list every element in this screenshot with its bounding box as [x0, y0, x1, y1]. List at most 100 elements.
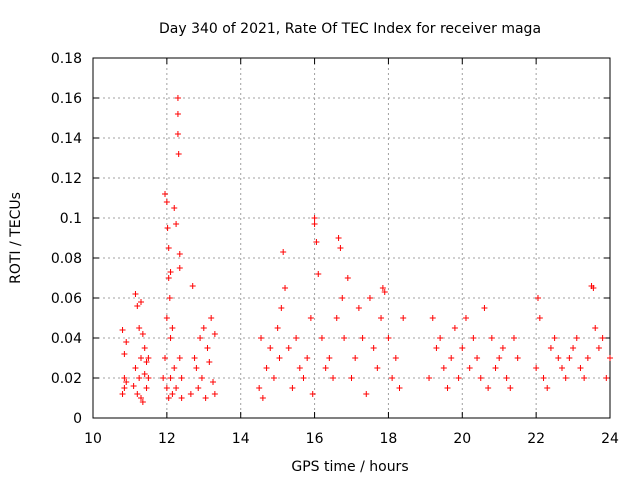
data-point	[581, 375, 588, 381]
data-point	[145, 355, 152, 361]
data-point	[171, 365, 178, 371]
data-point	[400, 315, 407, 321]
data-point	[167, 335, 174, 341]
data-point	[141, 345, 148, 351]
plot-frame	[92, 57, 611, 419]
data-point	[339, 295, 346, 301]
data-point	[459, 345, 466, 351]
data-point	[202, 395, 209, 401]
data-point	[160, 375, 167, 381]
data-point	[590, 285, 597, 291]
data-point	[293, 335, 300, 341]
data-point	[603, 375, 610, 381]
data-point	[165, 245, 172, 251]
data-point	[470, 335, 477, 341]
y-tick-label: 0.14	[51, 131, 82, 147]
data-point	[510, 335, 517, 341]
x-tick-label: 20	[453, 431, 471, 447]
data-point	[141, 371, 148, 377]
data-point	[123, 339, 130, 345]
data-point	[533, 365, 540, 371]
data-point	[348, 375, 355, 381]
data-point	[311, 215, 318, 221]
data-point	[544, 385, 551, 391]
data-point	[429, 315, 436, 321]
data-point	[485, 385, 492, 391]
x-tick-label: 24	[601, 431, 619, 447]
data-point	[392, 355, 399, 361]
data-point	[171, 205, 178, 211]
data-point	[189, 283, 196, 289]
data-point	[307, 315, 314, 321]
data-point	[379, 285, 386, 291]
data-point	[599, 335, 606, 341]
data-point	[462, 315, 469, 321]
data-point	[178, 375, 185, 381]
data-point	[173, 221, 180, 227]
data-point	[385, 335, 392, 341]
data-point	[335, 235, 342, 241]
data-point	[570, 345, 577, 351]
data-point	[206, 359, 213, 365]
y-tick-label: 0.04	[51, 331, 82, 347]
data-point	[551, 335, 558, 341]
data-point	[318, 335, 325, 341]
data-point	[162, 355, 169, 361]
data-point	[426, 375, 433, 381]
data-point	[330, 375, 337, 381]
x-axis: 10 12 14 16 18 20 22 24	[84, 58, 619, 447]
data-point	[536, 315, 543, 321]
data-point	[481, 305, 488, 311]
data-point	[211, 331, 218, 337]
data-point	[121, 351, 128, 357]
y-tick-label: 0.02	[51, 371, 82, 387]
data-point	[136, 325, 143, 331]
data-point	[300, 375, 307, 381]
data-point	[378, 315, 385, 321]
y-tick-label: 0.18	[51, 51, 82, 67]
data-point	[263, 365, 270, 371]
data-point	[381, 289, 388, 295]
data-point	[573, 335, 580, 341]
data-point	[270, 375, 277, 381]
x-tick-label: 16	[306, 431, 324, 447]
data-point	[607, 355, 613, 361]
x-tick-label: 18	[380, 431, 398, 447]
data-point	[193, 365, 200, 371]
data-point	[164, 225, 171, 231]
data-point	[547, 345, 554, 351]
y-tick-label: 0.06	[51, 291, 82, 307]
data-point	[496, 355, 503, 361]
data-point	[134, 391, 141, 397]
x-tick-label: 10	[84, 431, 102, 447]
data-point	[363, 391, 370, 397]
data-point	[200, 325, 207, 331]
data-point	[540, 375, 547, 381]
data-point	[315, 271, 322, 277]
data-point	[162, 191, 169, 197]
data-point	[119, 327, 126, 333]
data-point	[210, 379, 217, 385]
data-point	[139, 331, 146, 337]
data-point	[259, 395, 266, 401]
data-point	[165, 275, 172, 281]
data-point	[163, 199, 170, 205]
data-point	[477, 375, 484, 381]
data-point	[176, 251, 183, 257]
data-point	[204, 345, 211, 351]
y-tick-label: 0.12	[51, 171, 82, 187]
data-point	[389, 375, 396, 381]
data-point	[139, 399, 146, 405]
data-point	[138, 395, 145, 401]
data-point	[289, 385, 296, 391]
data-point	[167, 375, 174, 381]
data-point	[584, 355, 591, 361]
data-point	[595, 345, 602, 351]
data-point	[258, 335, 265, 341]
data-point	[123, 379, 130, 385]
data-point	[282, 285, 289, 291]
x-axis-label: GPS time / hours	[291, 459, 408, 475]
data-point	[488, 335, 495, 341]
data-point	[355, 305, 362, 311]
